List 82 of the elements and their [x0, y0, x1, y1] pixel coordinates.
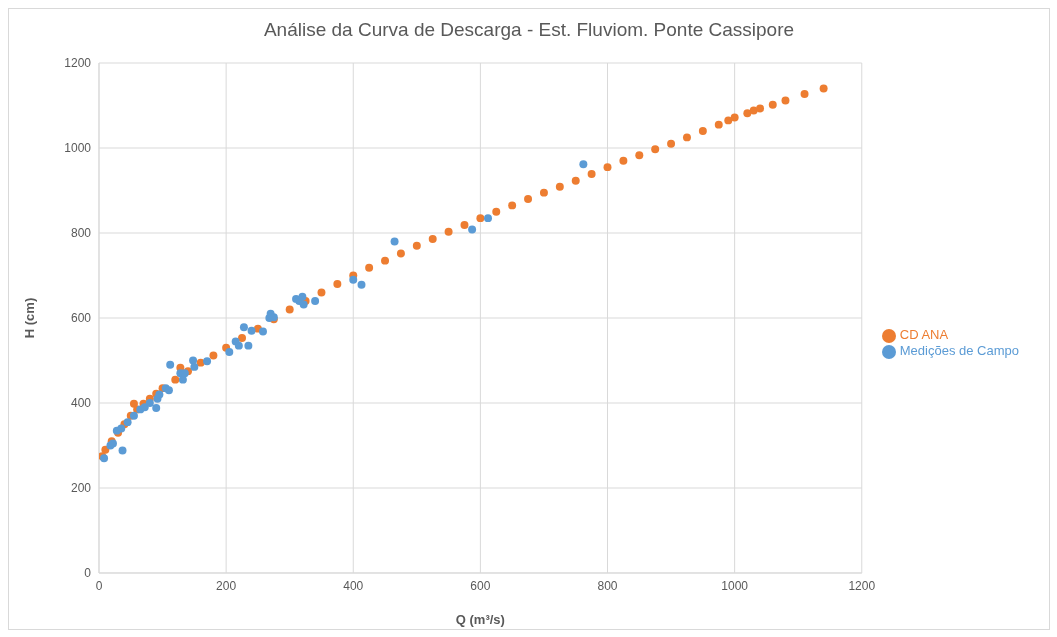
point [285, 305, 294, 314]
point [484, 214, 492, 223]
legend-label: CD ANA [899, 327, 949, 343]
point [365, 263, 374, 272]
point [396, 249, 405, 258]
y-axis-title: H (cm) [21, 297, 37, 339]
point [524, 195, 533, 203]
point [239, 323, 248, 332]
point [492, 207, 501, 216]
point [800, 90, 809, 99]
point [381, 256, 390, 265]
y-tick-label: 1000 [64, 141, 92, 156]
point [140, 403, 149, 412]
point [234, 341, 243, 350]
point [152, 404, 161, 413]
point [317, 288, 326, 297]
point [555, 182, 564, 191]
point [698, 127, 707, 135]
point [101, 445, 110, 454]
point [357, 280, 366, 289]
point [189, 356, 198, 365]
x-tick-label: 200 [216, 578, 237, 593]
point [444, 227, 453, 236]
x-axis-title: Q (m³/s) [455, 612, 505, 628]
point [476, 214, 485, 223]
point [299, 300, 308, 309]
point [117, 424, 126, 433]
point [145, 399, 154, 407]
legend-label: Medições de Campo [899, 343, 1019, 358]
point [724, 116, 733, 125]
point [682, 133, 691, 142]
point [428, 234, 437, 243]
point [190, 362, 199, 371]
y-tick-label: 200 [70, 481, 92, 496]
point [333, 280, 342, 288]
point [667, 139, 676, 148]
point [781, 96, 790, 105]
point [619, 156, 628, 165]
point [756, 104, 765, 113]
point [714, 120, 723, 129]
y-tick-label: 600 [70, 311, 92, 326]
point [166, 360, 175, 369]
point [171, 375, 180, 384]
point [579, 160, 588, 169]
point [412, 241, 421, 250]
point [390, 237, 399, 246]
point [225, 348, 234, 356]
point [238, 333, 247, 342]
y-tick-label: 800 [70, 226, 92, 241]
y-tick-label: 0 [84, 566, 92, 581]
point [819, 84, 828, 93]
point [178, 375, 187, 384]
point [635, 151, 644, 160]
point [571, 176, 580, 185]
point [247, 326, 256, 335]
point [603, 163, 612, 172]
point [244, 341, 253, 350]
x-tick-label: 0 [95, 578, 103, 593]
point [468, 225, 477, 234]
point [768, 100, 777, 109]
point [743, 109, 752, 118]
point [587, 169, 596, 178]
x-tick-label: 1000 [721, 578, 749, 593]
x-tick-label: 600 [470, 578, 491, 593]
point [259, 327, 267, 336]
y-tick-label: 400 [70, 396, 92, 411]
point [298, 292, 307, 301]
point [203, 357, 212, 366]
x-tick-label: 400 [343, 578, 364, 593]
point [460, 220, 469, 229]
point [508, 201, 517, 210]
y-tick-label: 1200 [64, 56, 92, 71]
point [730, 113, 739, 122]
x-tick-label: 1200 [848, 578, 876, 593]
point [209, 351, 218, 360]
point [118, 446, 127, 455]
x-tick-label: 800 [597, 578, 618, 593]
point [311, 297, 320, 305]
point [539, 188, 548, 197]
point [349, 275, 358, 284]
point [651, 145, 660, 154]
chart-title: Análise da Curva de Descarga - Est. Fluviom. Ponte Cassipore [262, 18, 796, 42]
